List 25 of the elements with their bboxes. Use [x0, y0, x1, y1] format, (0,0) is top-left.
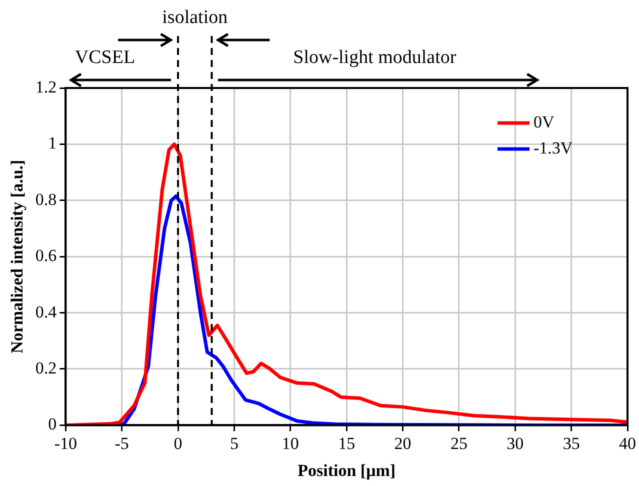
x-tick-label: 10 [282, 434, 299, 453]
legend-label: 0V [534, 112, 555, 132]
x-tick-label: -10 [54, 434, 77, 453]
x-tick-label: 15 [338, 434, 356, 453]
y-tick-label: 0.2 [35, 358, 57, 378]
x-axis-title: Position [μm] [298, 461, 396, 480]
y-tick-label: 0 [48, 414, 57, 434]
y-tick-label: 1 [48, 134, 57, 153]
x-tick-label: 40 [619, 434, 636, 453]
x-tick-label: -5 [114, 434, 129, 453]
x-tick-label: 5 [230, 434, 238, 453]
y-tick-label: 1.2 [35, 77, 57, 96]
legend-label: -1.3V [534, 138, 574, 158]
y-tick-label: 0.6 [35, 246, 57, 266]
text: isolation [162, 6, 228, 28]
x-tick-label: 25 [450, 434, 468, 453]
x-tick-label: 0 [174, 434, 182, 453]
x-tick-label: 35 [562, 434, 580, 453]
x-tick-label: 20 [394, 434, 412, 453]
y-tick-label: 0.4 [35, 302, 58, 322]
y-tick-label: 0.8 [35, 190, 57, 209]
text: VCSEL [74, 46, 136, 68]
y-axis-title: Normalized intensity [a.u.] [8, 160, 27, 354]
text: Slow-light modulator [293, 46, 457, 68]
x-tick-label: 30 [506, 434, 524, 453]
